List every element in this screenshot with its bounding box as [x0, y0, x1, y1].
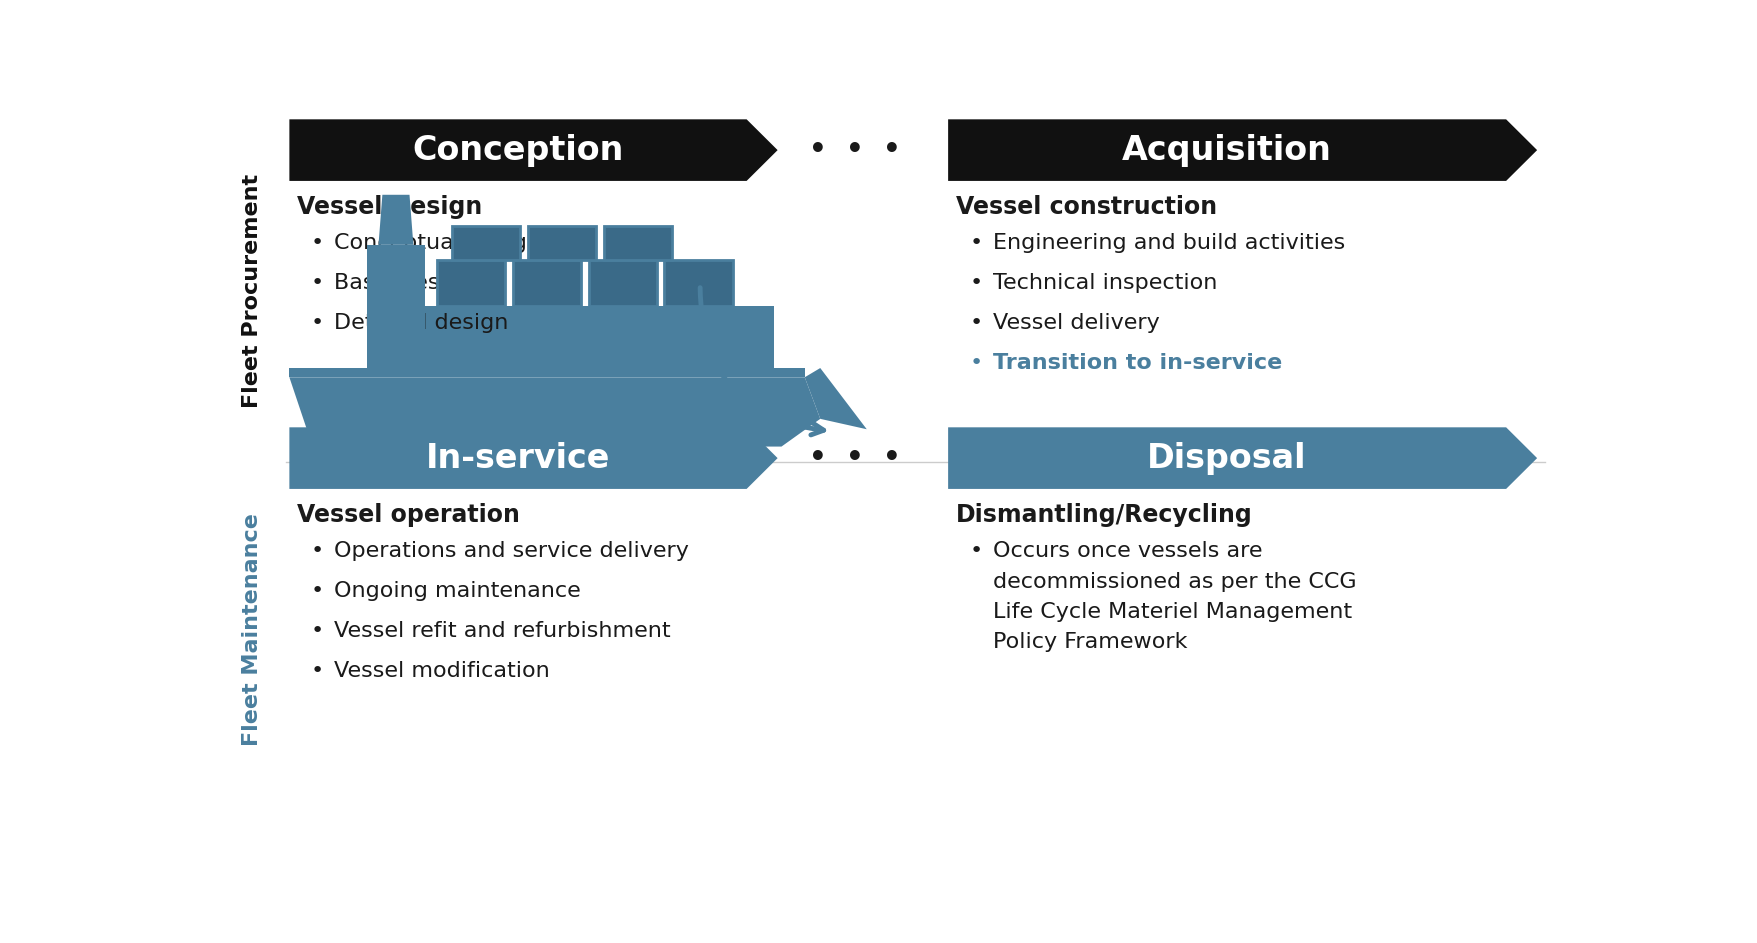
Polygon shape	[664, 260, 733, 306]
Text: Vessel refit and refurbishment: Vessel refit and refurbishment	[334, 621, 671, 641]
Text: Vessel modification: Vessel modification	[334, 661, 550, 682]
FancyArrowPatch shape	[699, 288, 824, 435]
Text: •: •	[311, 233, 325, 254]
Text: Operations and service delivery: Operations and service delivery	[334, 541, 689, 561]
Text: •: •	[970, 273, 984, 293]
Polygon shape	[290, 427, 778, 488]
Text: •  •  •: • • •	[810, 136, 901, 164]
Text: •  •  •: • • •	[810, 444, 901, 472]
Text: Detailed design: Detailed design	[334, 313, 510, 334]
Text: Conception: Conception	[413, 134, 624, 167]
Text: •: •	[311, 621, 325, 641]
Text: Vessel construction: Vessel construction	[956, 195, 1218, 219]
Polygon shape	[513, 260, 582, 306]
Text: •: •	[970, 313, 984, 334]
Text: Basic design: Basic design	[334, 273, 474, 293]
Text: •: •	[970, 541, 984, 561]
Text: Vessel delivery: Vessel delivery	[993, 313, 1160, 334]
Polygon shape	[290, 368, 805, 377]
Text: Conceptual design: Conceptual design	[334, 233, 541, 254]
Polygon shape	[452, 225, 520, 260]
Polygon shape	[390, 306, 773, 368]
Text: Technical inspection: Technical inspection	[993, 273, 1218, 293]
Text: •: •	[970, 233, 984, 254]
Polygon shape	[437, 260, 504, 306]
Text: Vessel Design: Vessel Design	[297, 195, 483, 219]
Text: Dismantling/Recycling: Dismantling/Recycling	[956, 503, 1253, 527]
Text: Disposal: Disposal	[1147, 441, 1307, 474]
Text: Fleet Procurement: Fleet Procurement	[242, 174, 262, 407]
Text: Engineering and build activities: Engineering and build activities	[993, 233, 1346, 254]
Polygon shape	[290, 377, 821, 447]
Polygon shape	[378, 195, 413, 245]
Polygon shape	[589, 260, 657, 306]
Text: •: •	[311, 313, 325, 334]
Text: Transition to in-service: Transition to in-service	[993, 354, 1283, 373]
Text: Acquisition: Acquisition	[1123, 134, 1332, 167]
Polygon shape	[805, 368, 866, 429]
Text: •: •	[311, 661, 325, 682]
Polygon shape	[949, 427, 1537, 488]
Polygon shape	[604, 225, 673, 260]
Polygon shape	[367, 245, 425, 368]
Text: Vessel operation: Vessel operation	[297, 503, 520, 527]
Polygon shape	[529, 225, 596, 260]
Polygon shape	[290, 120, 778, 181]
Text: •: •	[311, 581, 325, 602]
Text: •: •	[311, 273, 325, 293]
Polygon shape	[949, 120, 1537, 181]
Text: Fleet Maintenance: Fleet Maintenance	[242, 513, 262, 746]
Text: Occurs once vessels are
decommissioned as per the CCG
Life Cycle Materiel Manage: Occurs once vessels are decommissioned a…	[993, 541, 1356, 653]
Text: In-service: In-service	[425, 441, 610, 474]
Text: •: •	[311, 541, 325, 561]
Text: •: •	[970, 354, 984, 373]
Text: Ongoing maintenance: Ongoing maintenance	[334, 581, 582, 602]
